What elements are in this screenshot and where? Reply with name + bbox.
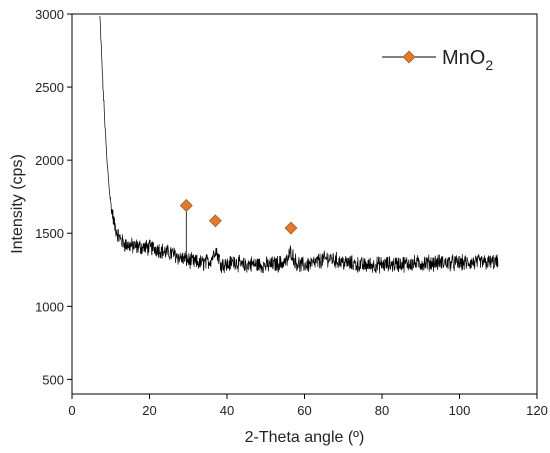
mno2-peak-diamond-icon	[284, 221, 298, 235]
x-tick-label: 60	[297, 403, 311, 418]
y-tick-label: 500	[42, 372, 64, 387]
y-tick-label: 1500	[35, 226, 64, 241]
y-tick-label: 1000	[35, 299, 64, 314]
x-tick-label: 80	[375, 403, 389, 418]
y-tick-label: 3000	[35, 7, 64, 22]
mno2-peak-diamond-icon	[179, 199, 193, 212]
legend-label: MnO2	[442, 47, 493, 73]
x-tick-label: 40	[220, 403, 234, 418]
x-tick-label: 120	[526, 403, 548, 418]
y-axis-label: Intensity (cps)	[9, 154, 26, 254]
legend: MnO2	[382, 47, 493, 73]
x-tick-label: 100	[449, 403, 471, 418]
mno2-peak-diamond-icon	[208, 214, 222, 228]
y-tick-label: 2000	[35, 153, 64, 168]
x-tick-label: 0	[68, 403, 75, 418]
xrd-pattern-line	[99, 16, 499, 274]
x-tick-label: 20	[142, 403, 156, 418]
legend-diamond-icon	[402, 50, 416, 64]
y-tick-label: 2500	[35, 80, 64, 95]
y-axis-ticks: 500 1000 1500 2000 2500 3000	[35, 7, 72, 387]
peak-markers	[179, 199, 298, 235]
plot-frame	[71, 13, 538, 395]
xrd-trace	[99, 16, 499, 274]
x-axis-label: 2-Theta angle (º)	[245, 429, 365, 446]
x-axis-ticks: 0 20 40 60 80 100 120	[68, 394, 548, 418]
